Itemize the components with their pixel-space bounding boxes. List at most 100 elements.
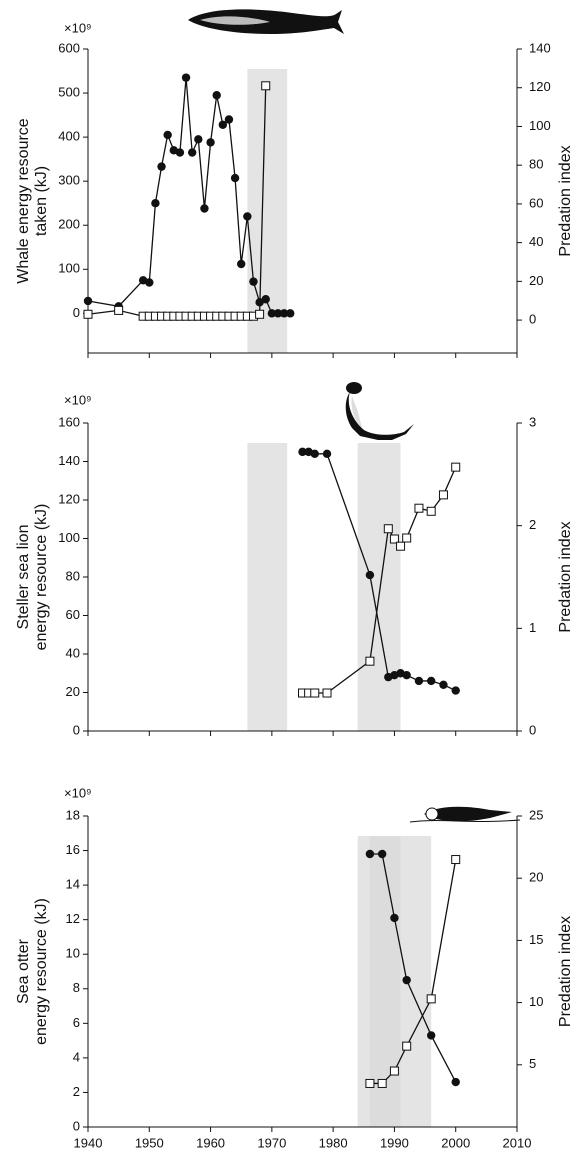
- shaded-period: [247, 69, 288, 353]
- y2-tick-label: 20: [529, 273, 543, 288]
- circle-marker: [145, 278, 154, 287]
- circle-marker: [439, 680, 448, 689]
- circle-marker: [402, 670, 411, 680]
- circle-marker: [243, 212, 252, 221]
- y-tick-label: 2: [73, 1084, 80, 1099]
- y-tick-label: 100: [58, 530, 80, 545]
- circle-marker: [365, 570, 375, 580]
- y-tick-label: 12: [66, 911, 80, 926]
- y2-tick-label: 0: [529, 722, 536, 737]
- y-tick-label: 160: [58, 414, 80, 429]
- y-axis-label: taken (kJ): [33, 166, 50, 236]
- square-marker: [426, 994, 436, 1004]
- circle-marker: [187, 148, 197, 157]
- y2-tick-label: 40: [529, 234, 543, 249]
- y-tick-label: 400: [58, 129, 80, 144]
- circle-marker: [261, 295, 270, 304]
- circle-marker: [237, 259, 246, 269]
- y2-tick-label: 25: [529, 807, 543, 822]
- y2-tick-label: 20: [529, 870, 543, 885]
- circle-marker: [267, 309, 277, 318]
- circle-marker: [151, 199, 160, 208]
- x-tick-label: 1940: [74, 1135, 103, 1150]
- circle-marker: [390, 913, 399, 923]
- square-marker: [377, 1078, 387, 1088]
- circle-marker: [414, 676, 424, 686]
- y-axis-label: energy resource (kJ): [33, 898, 50, 1045]
- y-tick-label: 60: [66, 607, 80, 622]
- y2-tick-label: 15: [529, 932, 543, 947]
- square-marker: [402, 1041, 412, 1051]
- circle-marker: [402, 975, 411, 985]
- y-tick-label: 18: [66, 807, 80, 822]
- square-marker: [451, 855, 461, 865]
- circle-marker: [427, 1031, 436, 1040]
- y2-tick-label: 140: [529, 40, 551, 55]
- square-marker: [114, 305, 124, 315]
- y-tick-label: 10: [66, 946, 80, 961]
- y2-tick-label: 5: [529, 1056, 536, 1071]
- x-tick-label: 1970: [257, 1135, 286, 1150]
- square-marker: [414, 503, 424, 513]
- square-marker: [383, 524, 393, 534]
- y2-tick-label: 3: [529, 414, 536, 429]
- square-marker: [365, 1078, 375, 1088]
- circle-marker: [286, 309, 295, 318]
- y-tick-label: 6: [73, 1015, 80, 1030]
- square-marker: [426, 506, 436, 516]
- y-tick-label: 600: [58, 40, 80, 55]
- square-marker: [365, 656, 375, 666]
- y-tick-label: 20: [66, 684, 80, 699]
- circle-marker: [200, 204, 209, 213]
- sea-lion-icon: [345, 382, 414, 440]
- square-marker: [438, 490, 448, 500]
- circle-marker: [279, 309, 289, 318]
- circle-marker: [249, 277, 258, 286]
- circle-marker: [451, 1077, 460, 1087]
- y-tick-label: 140: [58, 453, 80, 468]
- circle-marker: [230, 173, 240, 183]
- x-tick-label: 2010: [503, 1135, 532, 1150]
- circle-marker: [322, 449, 332, 458]
- circle-marker: [365, 849, 375, 859]
- y2-tick-label: 2: [529, 517, 536, 532]
- circle-marker: [157, 162, 166, 171]
- circle-marker: [298, 447, 307, 457]
- x-tick-label: 1950: [135, 1135, 164, 1150]
- square-marker: [389, 534, 399, 544]
- square-marker: [389, 1066, 399, 1076]
- y-tick-label: 300: [58, 173, 80, 188]
- y2-tick-label: 60: [529, 195, 543, 210]
- y-tick-label: 0: [73, 1118, 80, 1133]
- circle-marker: [310, 449, 319, 458]
- y2-tick-label: 80: [529, 157, 543, 172]
- y-tick-label: 4: [73, 1049, 80, 1064]
- y-axis-label: Steller sea lion: [15, 525, 32, 630]
- y2-tick-label: 120: [529, 79, 551, 94]
- circle-marker: [224, 115, 234, 124]
- circle-marker: [194, 135, 203, 144]
- square-marker: [322, 688, 332, 698]
- y-tick-label: 120: [58, 491, 80, 506]
- circle-marker: [181, 73, 191, 82]
- x-tick-label: 2000: [441, 1135, 470, 1150]
- square-marker: [255, 309, 265, 319]
- y-tick-label: 200: [58, 217, 80, 232]
- circle-marker: [206, 138, 215, 147]
- y-tick-label: 16: [66, 842, 80, 857]
- shaded-period: [357, 443, 401, 731]
- square-marker: [83, 309, 93, 319]
- whale-icon: [188, 9, 344, 35]
- multiplier: ×10⁹: [64, 392, 92, 407]
- charts: 0100200300400500600020406080100120140×10…: [15, 20, 574, 1150]
- multiplier: ×10⁹: [64, 785, 92, 800]
- y2-axis-label: Predation index: [557, 145, 574, 256]
- square-marker: [402, 533, 412, 543]
- series-line: [87, 85, 267, 317]
- y-tick-label: 0: [73, 305, 80, 320]
- y-tick-label: 40: [66, 645, 80, 660]
- circle-marker: [451, 686, 460, 695]
- x-tick-label: 1990: [380, 1135, 409, 1150]
- y2-tick-label: 0: [529, 312, 536, 327]
- y2-axis-label: Predation index: [557, 916, 574, 1027]
